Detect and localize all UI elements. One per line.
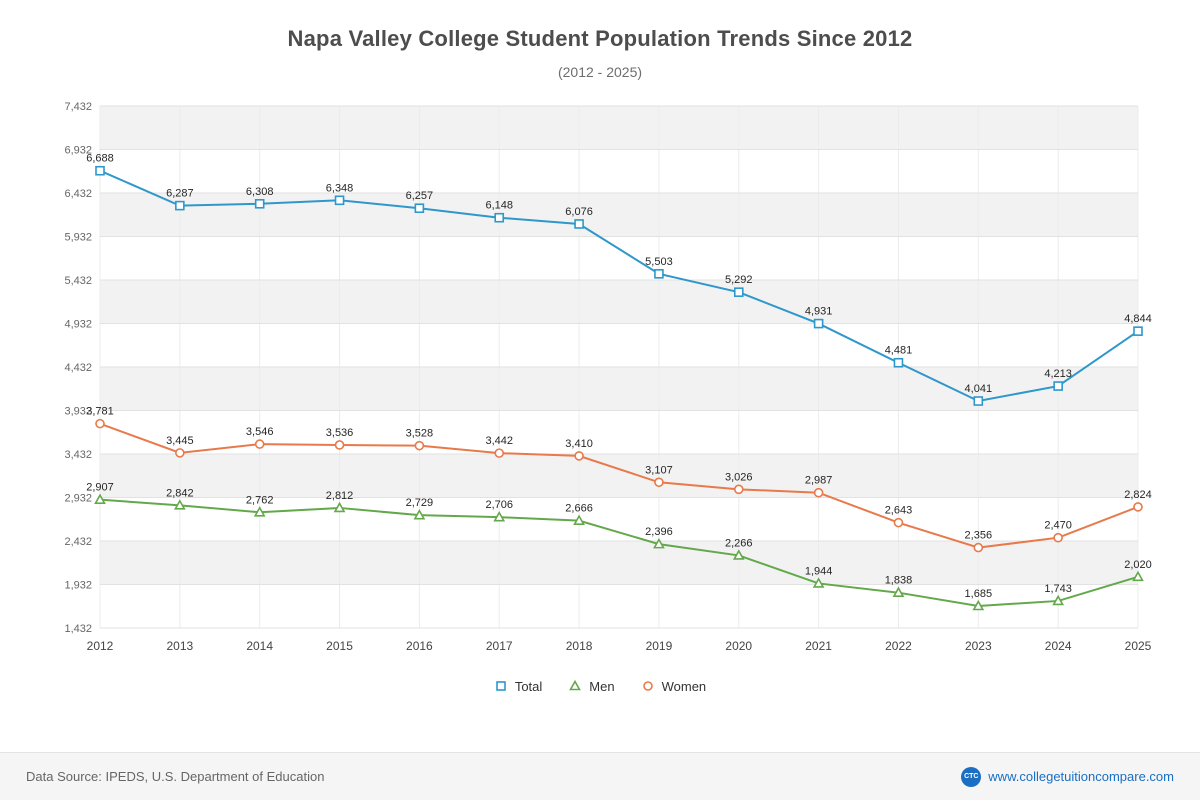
svg-text:4,213: 4,213 [1044, 368, 1072, 380]
svg-text:2023: 2023 [965, 639, 992, 653]
svg-text:2,432: 2,432 [64, 536, 92, 548]
data-source-text: Data Source: IPEDS, U.S. Department of E… [26, 769, 325, 784]
svg-text:2,356: 2,356 [965, 530, 993, 542]
svg-text:3,410: 3,410 [565, 438, 593, 450]
svg-text:2015: 2015 [326, 639, 353, 653]
svg-text:3,546: 3,546 [246, 426, 274, 438]
svg-text:1,432: 1,432 [64, 623, 92, 635]
svg-text:3,528: 3,528 [406, 428, 434, 440]
legend-label: Men [589, 678, 615, 694]
svg-text:6,688: 6,688 [86, 153, 114, 165]
circle-marker-icon [642, 681, 653, 691]
svg-text:4,041: 4,041 [965, 383, 993, 395]
svg-text:2018: 2018 [566, 639, 593, 653]
svg-text:2,266: 2,266 [725, 537, 753, 549]
svg-text:2016: 2016 [406, 639, 433, 653]
svg-text:5,432: 5,432 [64, 275, 92, 287]
svg-text:2012: 2012 [87, 639, 114, 653]
legend-label: Total [514, 678, 543, 694]
svg-text:5,503: 5,503 [645, 256, 673, 268]
legend-item-total[interactable]: Total [494, 679, 542, 694]
chart-legend: Total Men Women [0, 670, 1200, 702]
svg-text:2,706: 2,706 [485, 499, 513, 511]
svg-text:2021: 2021 [805, 639, 832, 653]
chart-header: Napa Valley College Student Population T… [0, 0, 1200, 80]
svg-text:2,987: 2,987 [805, 475, 833, 487]
svg-text:3,107: 3,107 [645, 464, 673, 476]
svg-text:6,308: 6,308 [246, 186, 274, 198]
website-link[interactable]: CTC www.collegetuitioncompare.com [961, 766, 1174, 787]
svg-text:6,932: 6,932 [64, 145, 92, 157]
svg-text:1,743: 1,743 [1044, 583, 1072, 595]
svg-text:1,685: 1,685 [965, 588, 993, 600]
svg-text:2,824: 2,824 [1124, 489, 1152, 501]
svg-text:6,432: 6,432 [64, 188, 92, 200]
svg-text:4,931: 4,931 [805, 306, 833, 318]
svg-text:6,148: 6,148 [485, 200, 513, 212]
legend-label: Women [661, 678, 707, 694]
triangle-marker-icon [569, 679, 582, 691]
svg-text:4,932: 4,932 [64, 319, 92, 331]
ctc-logo-icon: CTC [961, 766, 982, 787]
svg-text:7,432: 7,432 [64, 101, 92, 113]
svg-text:4,432: 4,432 [64, 362, 92, 374]
svg-text:2022: 2022 [885, 639, 912, 653]
svg-text:2013: 2013 [166, 639, 193, 653]
svg-text:2025: 2025 [1125, 639, 1152, 653]
svg-text:2017: 2017 [486, 639, 513, 653]
svg-text:1,838: 1,838 [885, 575, 913, 587]
svg-text:3,432: 3,432 [64, 449, 92, 461]
svg-text:6,257: 6,257 [406, 190, 434, 202]
svg-text:2,907: 2,907 [86, 482, 114, 494]
svg-text:4,844: 4,844 [1124, 313, 1152, 325]
svg-text:5,292: 5,292 [725, 274, 753, 286]
svg-text:2014: 2014 [246, 639, 273, 653]
legend-item-men[interactable]: Men [568, 678, 615, 694]
svg-text:2,729: 2,729 [406, 497, 434, 509]
svg-text:2,842: 2,842 [166, 487, 194, 499]
svg-text:4,481: 4,481 [885, 345, 913, 357]
svg-text:3,536: 3,536 [326, 427, 354, 439]
svg-text:2,643: 2,643 [885, 505, 913, 517]
legend-item-women[interactable]: Women [641, 678, 707, 694]
svg-text:3,781: 3,781 [86, 406, 114, 418]
svg-text:2,470: 2,470 [1044, 520, 1072, 532]
svg-text:2020: 2020 [725, 639, 752, 653]
svg-text:2019: 2019 [646, 639, 673, 653]
svg-text:3,445: 3,445 [166, 435, 194, 447]
svg-text:1,944: 1,944 [805, 565, 833, 577]
svg-text:6,076: 6,076 [565, 206, 593, 218]
svg-text:2,666: 2,666 [565, 503, 593, 515]
svg-text:6,348: 6,348 [326, 182, 354, 194]
page-subtitle: (2012 - 2025) [557, 64, 643, 80]
svg-text:5,932: 5,932 [64, 232, 92, 244]
chart-area: 2012 2013 2014 2015 2016 2017 2018 2019 2020 2021… [0, 88, 1200, 668]
page-title: Napa Valley College Student Population T… [287, 26, 913, 51]
svg-text:6,287: 6,287 [166, 188, 194, 200]
svg-text:2,812: 2,812 [326, 490, 354, 502]
square-marker-icon [496, 681, 506, 691]
svg-text:2,396: 2,396 [645, 526, 673, 538]
svg-text:3,932: 3,932 [64, 406, 92, 418]
svg-text:2,932: 2,932 [64, 493, 92, 505]
svg-text:3,442: 3,442 [485, 435, 513, 447]
footer-bar: Data Source: IPEDS, U.S. Department of E… [0, 752, 1200, 800]
line-chart: 2012 2013 2014 2015 2016 2017 2018 2019 2020 2021… [64, 101, 1152, 653]
svg-text:3,026: 3,026 [725, 471, 753, 483]
svg-text:2024: 2024 [1045, 639, 1072, 653]
svg-text:2,020: 2,020 [1124, 559, 1152, 571]
svg-text:1,932: 1,932 [64, 580, 92, 592]
svg-text:2,762: 2,762 [246, 494, 274, 506]
website-url: www.collegetuitioncompare.com [988, 769, 1174, 784]
